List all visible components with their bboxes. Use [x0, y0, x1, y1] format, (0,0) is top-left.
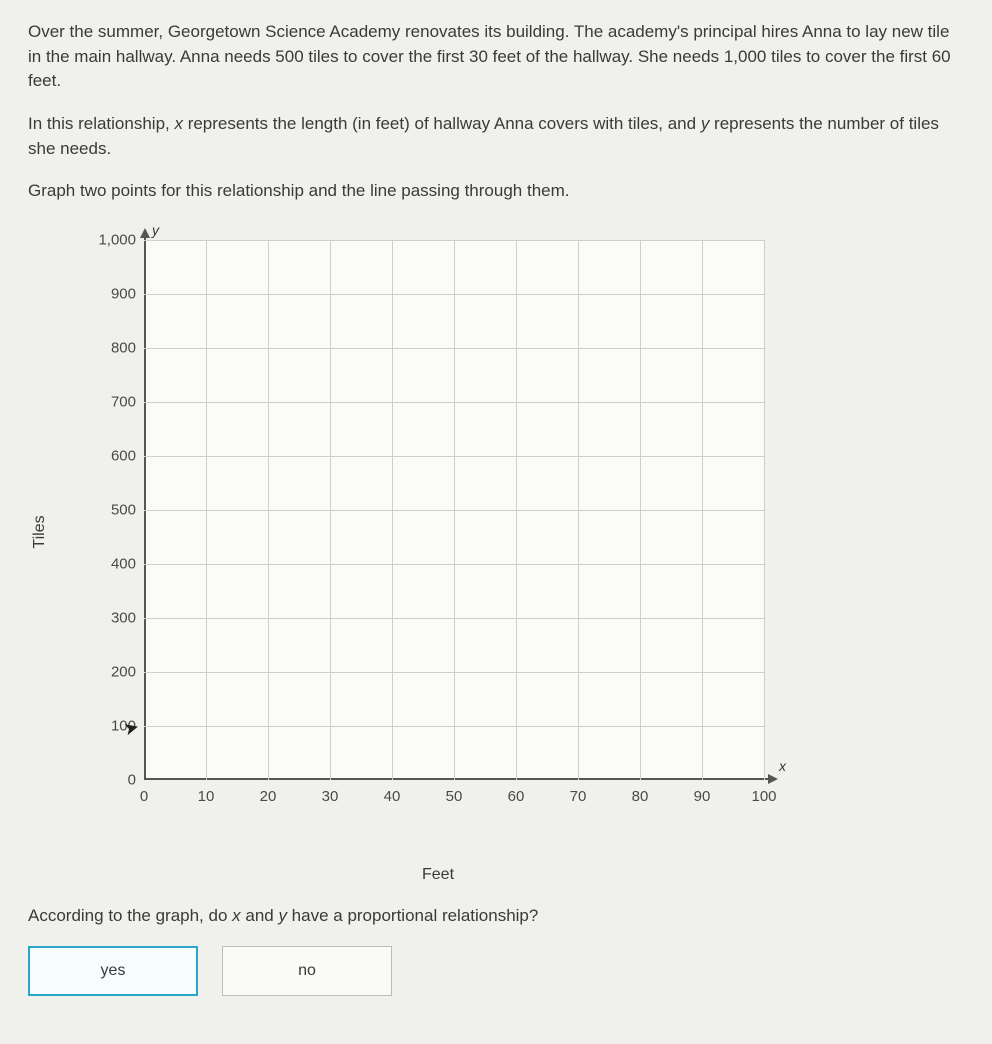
y-tick-label: 900 [111, 285, 136, 302]
y-tick-label: 400 [111, 555, 136, 572]
y-tick-label: 300 [111, 609, 136, 626]
y-arrow-icon [140, 228, 150, 238]
problem-paragraph-1: Over the summer, Georgetown Science Acad… [28, 20, 964, 94]
var-y: y [278, 906, 287, 925]
text: have a proportional relationship? [287, 906, 538, 925]
gridline-v [764, 240, 765, 780]
gridline-h [144, 402, 764, 403]
gridline-h [144, 564, 764, 565]
no-button[interactable]: no [222, 946, 392, 996]
gridline-h [144, 294, 764, 295]
x-axis [144, 778, 772, 780]
gridline-h [144, 672, 764, 673]
x-axis-title: Feet [422, 866, 454, 884]
proportional-question: According to the graph, do x and y have … [28, 906, 964, 926]
x-arrow-icon [768, 774, 778, 784]
text: According to the graph, do [28, 906, 232, 925]
gridline-h [144, 510, 764, 511]
gridline-h [144, 726, 764, 727]
y-axis [144, 232, 146, 780]
y-tick-label: 200 [111, 663, 136, 680]
text: In this relationship, [28, 114, 174, 133]
x-letter: x [779, 758, 786, 774]
y-tick-label: 1,000 [98, 231, 136, 248]
chart[interactable]: Tiles y x 010203040506070809010001002003… [48, 222, 828, 842]
y-tick-label: 0 [128, 771, 136, 788]
var-x: x [232, 906, 241, 925]
cursor-icon: ➤ [122, 716, 142, 740]
problem-paragraph-3: Graph two points for this relationship a… [28, 179, 964, 204]
x-tick-label: 20 [260, 788, 277, 805]
text: represents the length (in feet) of hallw… [183, 114, 701, 133]
x-tick-label: 90 [694, 788, 711, 805]
gridline-h [144, 618, 764, 619]
x-tick-label: 70 [570, 788, 587, 805]
answer-buttons: yes no [28, 946, 964, 996]
x-tick-label: 40 [384, 788, 401, 805]
plot-area[interactable]: y x 010203040506070809010001002003004005… [144, 240, 764, 780]
y-tick-label: 700 [111, 393, 136, 410]
y-letter: y [152, 222, 159, 238]
gridline-h [144, 456, 764, 457]
x-tick-label: 50 [446, 788, 463, 805]
y-tick-label: 600 [111, 447, 136, 464]
y-axis-title: Tiles [31, 515, 49, 548]
text: and [241, 906, 279, 925]
yes-button[interactable]: yes [28, 946, 198, 996]
problem-paragraph-2: In this relationship, x represents the l… [28, 112, 964, 161]
gridline-h [144, 348, 764, 349]
gridline-h [144, 240, 764, 241]
x-tick-label: 0 [140, 788, 148, 805]
x-tick-label: 30 [322, 788, 339, 805]
x-tick-label: 100 [751, 788, 776, 805]
x-tick-label: 10 [198, 788, 215, 805]
x-tick-label: 80 [632, 788, 649, 805]
var-x: x [174, 114, 183, 133]
y-tick-label: 500 [111, 501, 136, 518]
x-tick-label: 60 [508, 788, 525, 805]
y-tick-label: 800 [111, 339, 136, 356]
